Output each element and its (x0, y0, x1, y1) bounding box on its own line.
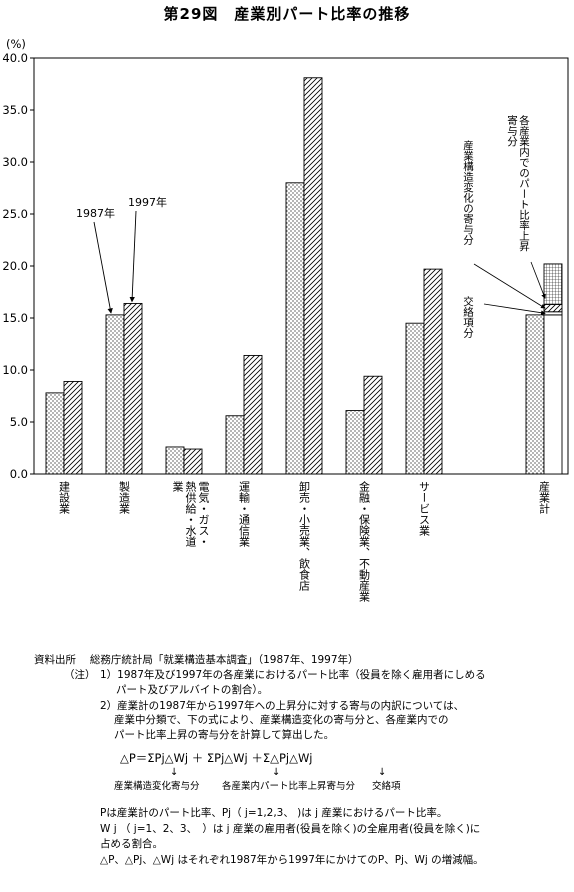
definition-2b: 占める割合。 (100, 838, 163, 850)
y-tick-label: 20.0 (2, 259, 28, 273)
bar-1987 (225, 415, 245, 475)
arrow-interaction (483, 303, 546, 316)
annotation-interaction: 交絡項分 (462, 296, 474, 338)
category-label: 製造業 (117, 481, 131, 514)
bar-1987 (45, 392, 65, 475)
y-tick-label: 10.0 (2, 363, 28, 377)
source-line: 資料出所 総務庁統計局「就業構造基本調査」（1987年、1997年） (34, 653, 359, 668)
annotation-1987: 1987年 (76, 206, 115, 220)
annotation-1997: 1997年 (128, 195, 167, 209)
category-label: 卸売・小売業、飲食店 (297, 481, 311, 591)
formula-arrow3: ↓ (378, 767, 387, 778)
y-axis-label: (%) (6, 37, 26, 51)
definition-2a: W j （ j=1、2、3、 ）は j 産業の雇用者(役員を除く)の全雇用者(役… (100, 823, 481, 835)
formula-label-3: 交絡項 (372, 781, 401, 792)
annotation-structure-change: 産業構造変化の寄与分 (462, 140, 474, 245)
category-label: 電気・ガス・熱供給・水道業 (171, 481, 210, 547)
arrow-structure-change (473, 263, 546, 309)
bar-1997-structure-change (543, 304, 563, 313)
bar-1987 (105, 314, 125, 475)
note2-line1: 2）産業計の1987年から1997年への上昇分に対する寄与の内訳については、 (100, 700, 465, 712)
bar-1987 (345, 410, 365, 475)
formula-arrow1: ↓ (170, 767, 179, 778)
category-label: 運輸・通信業 (237, 481, 251, 547)
arrow-within-industry (530, 261, 546, 299)
bar-1987 (285, 182, 305, 475)
y-tick-label: 25.0 (2, 207, 28, 221)
source-label: 資料出所 (34, 654, 76, 666)
arrow-1997 (129, 210, 137, 303)
bar-1997-interaction (543, 311, 563, 316)
chart-svg: 0.0 5.0 10.0 15.0 20.0 25.0 30.0 35.0 40.0(%) 19… (2, 37, 569, 481)
bar-1997-base (543, 314, 563, 475)
y-tick-label: 0.0 (10, 467, 28, 481)
bar-1987 (525, 314, 545, 475)
bar-1997 (303, 77, 323, 475)
category-label: 金融・保険業、不動産業 (357, 481, 371, 602)
definition-3: △P、△Pj、△Wj はそれぞれ1987年から1997年にかけてのP、Pj、Wj… (100, 854, 484, 866)
formula: △P＝ΣPj△Wj ＋ ΣPj△Wj ＋Σ△Pj△Wj (120, 751, 313, 765)
note-label: （注） (64, 669, 96, 681)
definition-1: Pは産業計のパート比率、Pj（ j=1,2,3、 )は j 産業におけるパート比… (100, 807, 448, 819)
category-label: サービス業 (417, 481, 431, 536)
y-tick-label: 30.0 (2, 155, 28, 169)
bar-1997 (123, 302, 143, 475)
annotation-within-industry: 各産業内でのパート比率上昇寄与分 (506, 115, 530, 252)
bar-1997-within-industry (543, 263, 563, 305)
note1-line1: 1）1987年及び1997年の各産業におけるパート比率（役員を除く雇用者にしめる (100, 669, 486, 681)
note2-line2: 産業中分類で、下の式により、産業構造変化の寄与分と、各産業内での (114, 714, 449, 726)
note1-line2: パート及びアルバイトの割合）。 (116, 684, 269, 696)
y-tick-label: 35.0 (2, 103, 28, 117)
formula-arrow2: ↓ (272, 767, 281, 778)
chart-title: 第29図 産業別パート比率の推移 (163, 5, 411, 23)
category-label: 産業計 (537, 481, 551, 514)
bar-1997 (183, 448, 203, 475)
formula-label-2: 各産業内パート比率上昇寄与分 (222, 781, 356, 792)
bar-1987 (405, 322, 425, 475)
bar-1987 (165, 446, 185, 475)
bar-1997 (363, 375, 383, 475)
bar-1997 (243, 354, 263, 475)
y-tick-label: 5.0 (10, 415, 28, 429)
category-label: 建設業 (57, 481, 71, 514)
bar-1997 (63, 380, 83, 475)
note2-line3: パート比率上昇の寄与分を計算して算出した。 (114, 729, 335, 741)
source-text: 総務庁統計局「就業構造基本調査」（1987年、1997年） (89, 654, 359, 666)
y-tick-label: 40.0 (2, 51, 28, 65)
arrow-1987 (93, 221, 113, 314)
y-tick-label: 15.0 (2, 311, 28, 325)
formula-label-1: 産業構造変化寄与分 (114, 781, 200, 792)
bar-1997 (423, 268, 443, 475)
